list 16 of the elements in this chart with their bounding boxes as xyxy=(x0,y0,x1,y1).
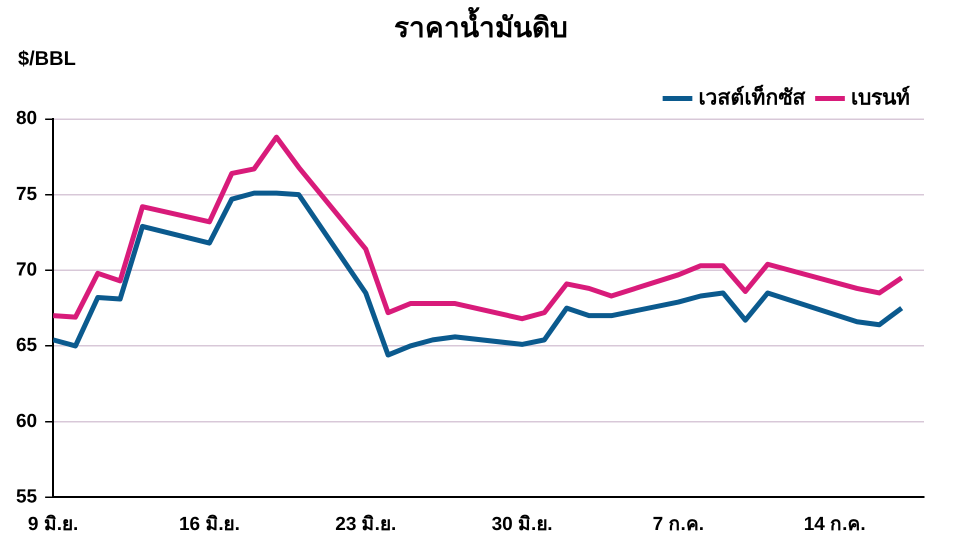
chart-title: ราคาน้ำมันดิบ xyxy=(393,8,569,46)
x-tick-label: 30 มิ.ย. xyxy=(492,514,553,535)
y-tick-label: 55 xyxy=(16,486,38,508)
legend-label: เวสต์เท็กซัส xyxy=(698,83,806,110)
y-tick-label: 60 xyxy=(16,410,38,432)
x-tick-label: 14 ก.ค. xyxy=(804,514,866,535)
x-tick-label: 9 มิ.ย. xyxy=(28,514,78,535)
y-tick-label: 70 xyxy=(16,260,38,281)
x-tick-label: 23 มิ.ย. xyxy=(335,514,396,535)
y-axis-title: $/BBL xyxy=(18,48,77,72)
y-tick-label: 65 xyxy=(16,335,38,356)
y-tick-label: 80 xyxy=(16,108,38,130)
x-tick-label: 16 มิ.ย. xyxy=(178,514,240,535)
y-tick-label: 75 xyxy=(16,184,38,205)
legend-label: เบรนท์ xyxy=(851,85,910,110)
x-tick-label: 7 ก.ค. xyxy=(652,514,704,535)
